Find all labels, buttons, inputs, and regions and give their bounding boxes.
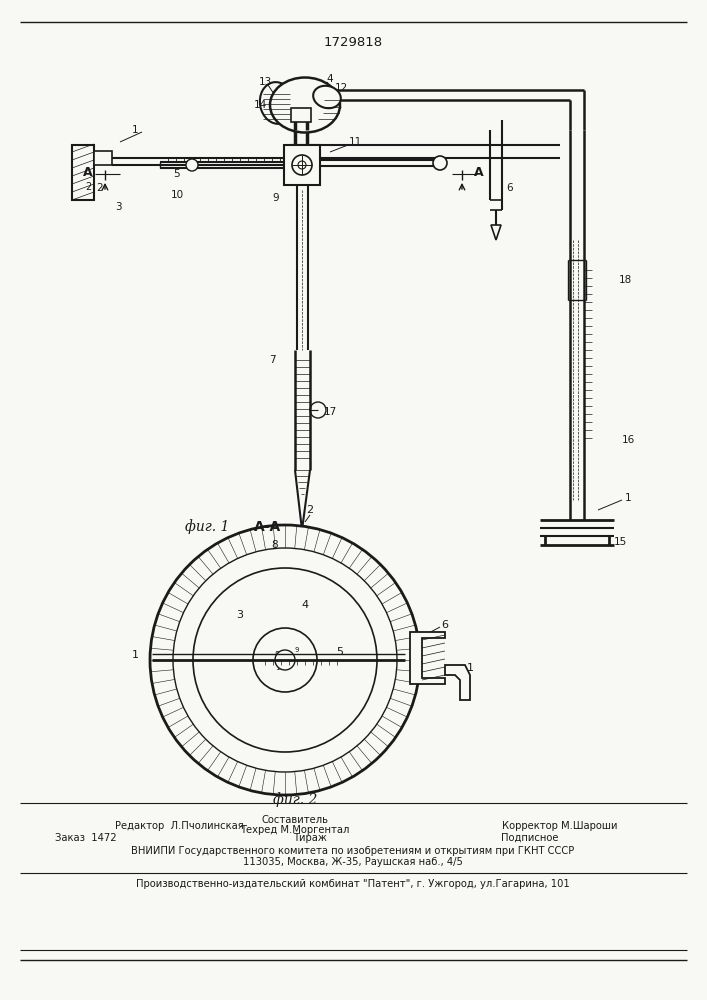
Text: А: А — [474, 165, 484, 178]
Text: 2: 2 — [97, 183, 103, 193]
Text: 6: 6 — [507, 183, 513, 193]
Text: 8: 8 — [271, 540, 279, 550]
Text: 3: 3 — [115, 202, 122, 212]
Text: 9: 9 — [295, 647, 299, 653]
Text: 7: 7 — [291, 658, 296, 668]
Text: 16: 16 — [621, 435, 635, 445]
Circle shape — [433, 156, 447, 170]
Text: Производственно-издательский комбинат "Патент", г. Ужгород, ул.Гагарина, 101: Производственно-издательский комбинат "П… — [136, 879, 570, 889]
Circle shape — [150, 525, 420, 795]
Text: ВНИИПИ Государственного комитета по изобретениям и открытиям при ГКНТ СССР: ВНИИПИ Государственного комитета по изоб… — [132, 846, 575, 856]
Circle shape — [173, 548, 397, 772]
Circle shape — [275, 650, 295, 670]
Text: Тираж: Тираж — [293, 833, 327, 843]
Polygon shape — [491, 225, 501, 240]
Text: 15: 15 — [614, 537, 626, 547]
Ellipse shape — [270, 78, 340, 132]
Text: Заказ  1472: Заказ 1472 — [55, 833, 117, 843]
Text: А-А: А-А — [255, 520, 281, 534]
Text: 7: 7 — [269, 355, 275, 365]
Polygon shape — [410, 632, 445, 684]
Circle shape — [193, 568, 377, 752]
Bar — [291, 108, 311, 122]
Text: Подписное: Подписное — [501, 833, 559, 843]
Text: 18: 18 — [619, 275, 631, 285]
Circle shape — [253, 628, 317, 692]
Text: 5: 5 — [337, 647, 344, 657]
Text: 2: 2 — [306, 505, 314, 515]
Text: 8: 8 — [274, 650, 279, 660]
Text: А: А — [83, 165, 93, 178]
Text: 1: 1 — [467, 663, 474, 673]
Text: 1: 1 — [132, 650, 139, 660]
Text: 113035, Москва, Ж-35, Раушская наб., 4/5: 113035, Москва, Ж-35, Раушская наб., 4/5 — [243, 857, 463, 867]
Circle shape — [186, 159, 198, 171]
Ellipse shape — [313, 86, 341, 108]
Text: 4: 4 — [327, 74, 333, 84]
Text: 5: 5 — [174, 169, 180, 179]
Circle shape — [292, 155, 312, 175]
Text: 10: 10 — [276, 665, 284, 671]
Text: 14: 14 — [253, 100, 267, 110]
Text: 1: 1 — [132, 125, 139, 135]
Bar — [284, 145, 320, 185]
Text: фиг. 2: фиг. 2 — [273, 793, 317, 807]
Text: 12: 12 — [334, 83, 348, 93]
Polygon shape — [445, 665, 470, 700]
Ellipse shape — [260, 82, 294, 124]
Text: Корректор М.Шароши: Корректор М.Шароши — [502, 821, 618, 831]
Bar — [72, 145, 94, 200]
Text: 1: 1 — [625, 493, 631, 503]
Text: 6: 6 — [441, 620, 448, 630]
Circle shape — [310, 402, 326, 418]
Bar — [94, 151, 112, 165]
Text: 17: 17 — [323, 407, 337, 417]
Text: 13: 13 — [258, 77, 271, 87]
Text: 2: 2 — [85, 182, 91, 192]
Text: Техред М.Моргентал: Техред М.Моргентал — [240, 825, 350, 835]
Text: 1729818: 1729818 — [323, 35, 382, 48]
Text: Составитель: Составитель — [262, 815, 329, 825]
Text: 3: 3 — [237, 610, 243, 620]
Text: Редактор  Л.Пчолинская: Редактор Л.Пчолинская — [115, 821, 244, 831]
Text: фиг. 1: фиг. 1 — [185, 520, 229, 534]
Text: 9: 9 — [273, 193, 279, 203]
Text: 4: 4 — [301, 600, 308, 610]
Text: 10: 10 — [170, 190, 184, 200]
Text: 11: 11 — [349, 137, 361, 147]
